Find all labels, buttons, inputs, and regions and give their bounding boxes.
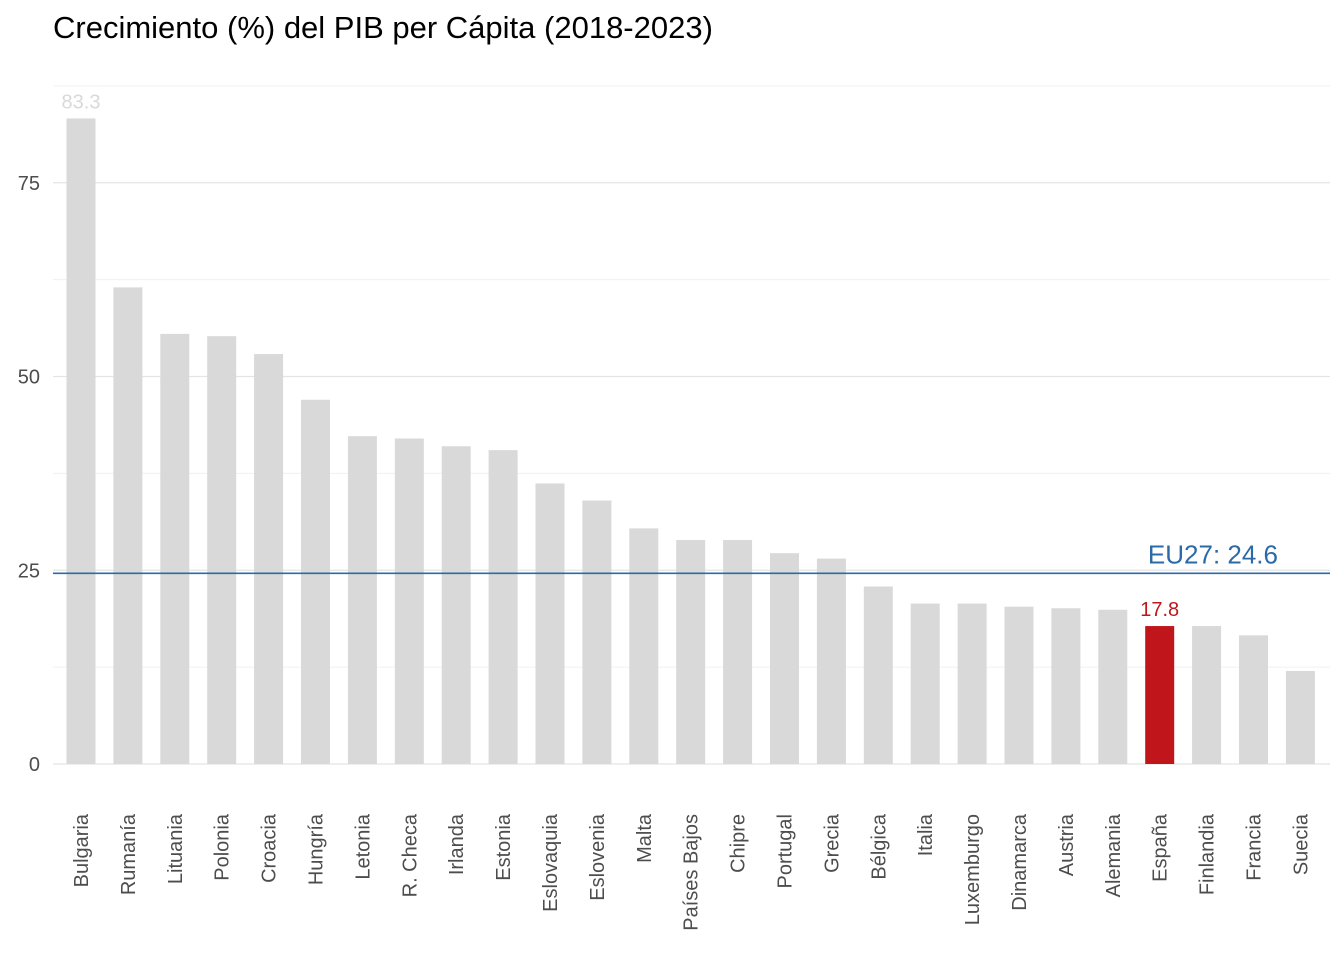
x-tick-label: Portugal: [775, 814, 797, 889]
bar-francia: [1239, 635, 1268, 764]
y-axis: 0 25 50 75: [18, 173, 40, 776]
x-tick-label: Dinamarca: [1009, 813, 1031, 911]
x-tick-label: Eslovenia: [587, 813, 609, 901]
x-tick-label: Hungría: [306, 813, 328, 885]
x-tick-label: Malta: [634, 813, 656, 863]
bar-portugal: [770, 553, 799, 764]
x-tick-label: Estonia: [493, 813, 515, 881]
bar-estonia: [488, 450, 518, 764]
bar-irlanda: [441, 446, 471, 764]
bar-lituania: [160, 333, 190, 764]
bar-croacia: [254, 354, 284, 764]
y-tick-label: 0: [29, 754, 40, 776]
x-tick-label: Rumanía: [118, 813, 140, 895]
bars: [66, 118, 1315, 765]
data-label: 83.3: [62, 91, 101, 113]
bar-rumanía: [113, 287, 143, 764]
bar-bélgica: [863, 586, 893, 764]
x-tick-label: Países Bajos: [681, 814, 703, 931]
bar-luxemburgo: [957, 603, 987, 764]
chart-title: Crecimiento (%) del PIB per Cápita (2018…: [53, 10, 713, 45]
x-tick-label: Irlanda: [446, 813, 468, 875]
bar-eslovaquia: [535, 483, 565, 764]
bar-r-checa: [394, 438, 424, 764]
y-tick-label: 50: [18, 367, 40, 389]
bar-dinamarca: [1004, 606, 1034, 764]
bar-españa: [1145, 626, 1175, 764]
bar-alemania: [1098, 609, 1128, 764]
x-tick-label: Letonia: [352, 813, 374, 879]
bar-polonia: [207, 336, 237, 764]
bar-grecia: [816, 558, 846, 764]
bar-austria: [1051, 608, 1081, 764]
x-tick-label: Bulgaria: [71, 813, 93, 887]
data-labels: 83.3 17.8: [62, 91, 1180, 621]
bar-chipre: [723, 540, 753, 764]
bar-suecia: [1285, 671, 1315, 764]
x-axis: Bulgaria Rumanía Lituania Polonia Croacia Hun…: [71, 813, 1312, 931]
x-tick-label: Lituania: [165, 813, 187, 884]
x-tick-label: Suecia: [1290, 813, 1312, 875]
bar-malta: [629, 528, 659, 764]
bar-finlandia: [1192, 626, 1222, 764]
x-tick-label: Grecia: [821, 813, 843, 873]
bar-hungría: [301, 399, 330, 764]
reference-line-group: EU27: 24.6: [53, 539, 1330, 575]
bar-países-bajos: [676, 540, 706, 764]
bar-letonia: [347, 436, 377, 764]
bar-italia: [910, 603, 940, 764]
y-tick-label: 75: [18, 173, 40, 195]
x-tick-label: Bélgica: [868, 813, 890, 879]
eu27-reference-label: EU27: 24.6: [1148, 539, 1278, 569]
x-tick-label: Chipre: [728, 814, 750, 873]
x-tick-label: Polonia: [212, 813, 234, 881]
x-tick-label: Luxemburgo: [962, 814, 984, 925]
bar-bulgaria: [66, 118, 96, 765]
bar-eslovenia: [582, 500, 612, 764]
x-tick-label: Eslovaquia: [540, 813, 562, 912]
x-tick-label: Alemania: [1103, 813, 1125, 897]
data-label: 17.8: [1140, 599, 1179, 621]
y-tick-label: 25: [18, 560, 40, 582]
x-tick-label: Italia: [915, 813, 937, 856]
x-tick-label: R. Checa: [399, 813, 421, 897]
x-tick-label: Austria: [1056, 813, 1078, 876]
x-tick-label: Croacia: [259, 813, 281, 883]
x-tick-label: Francia: [1244, 813, 1266, 881]
x-tick-label: Finlandia: [1197, 813, 1219, 895]
x-tick-label: España: [1150, 813, 1172, 882]
